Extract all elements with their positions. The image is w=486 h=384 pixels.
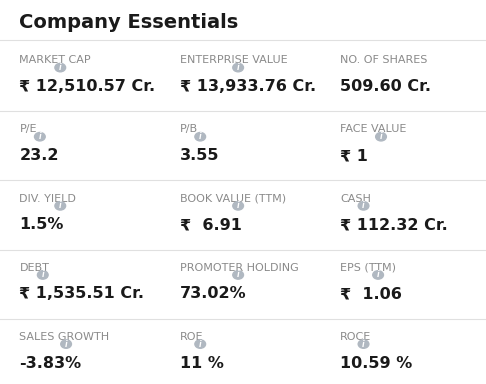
- Text: ₹ 12,510.57 Cr.: ₹ 12,510.57 Cr.: [19, 79, 156, 94]
- Text: ₹  1.06: ₹ 1.06: [340, 286, 402, 301]
- Text: DEBT: DEBT: [19, 263, 49, 273]
- Text: i: i: [199, 339, 202, 349]
- Text: i: i: [237, 270, 240, 280]
- Circle shape: [376, 132, 386, 141]
- Circle shape: [35, 132, 45, 141]
- Circle shape: [55, 202, 66, 210]
- Text: PROMOTER HOLDING: PROMOTER HOLDING: [180, 263, 298, 273]
- Text: EPS (TTM): EPS (TTM): [340, 263, 396, 273]
- Text: 23.2: 23.2: [19, 148, 59, 163]
- Circle shape: [358, 202, 369, 210]
- Text: MARKET CAP: MARKET CAP: [19, 55, 91, 65]
- Text: P/E: P/E: [19, 124, 37, 134]
- Circle shape: [373, 271, 383, 279]
- Text: 10.59 %: 10.59 %: [340, 356, 413, 371]
- Text: ₹  6.91: ₹ 6.91: [180, 217, 242, 232]
- Text: i: i: [237, 63, 240, 72]
- Text: Company Essentials: Company Essentials: [19, 13, 239, 32]
- Text: 3.55: 3.55: [180, 148, 219, 163]
- Text: CASH: CASH: [340, 194, 371, 204]
- Text: ENTERPRISE VALUE: ENTERPRISE VALUE: [180, 55, 287, 65]
- Circle shape: [37, 271, 48, 279]
- Text: i: i: [59, 63, 62, 72]
- Text: DIV. YIELD: DIV. YIELD: [19, 194, 76, 204]
- Text: i: i: [237, 201, 240, 210]
- Circle shape: [233, 202, 243, 210]
- Circle shape: [195, 132, 206, 141]
- Text: ₹ 13,933.76 Cr.: ₹ 13,933.76 Cr.: [180, 79, 316, 94]
- Text: BOOK VALUE (TTM): BOOK VALUE (TTM): [180, 194, 286, 204]
- Circle shape: [233, 63, 243, 72]
- Circle shape: [61, 340, 71, 348]
- Circle shape: [55, 63, 66, 72]
- Text: SALES GROWTH: SALES GROWTH: [19, 332, 109, 342]
- Text: ₹ 1,535.51 Cr.: ₹ 1,535.51 Cr.: [19, 286, 144, 301]
- Text: i: i: [41, 270, 44, 280]
- Text: -3.83%: -3.83%: [19, 356, 82, 371]
- Text: P/B: P/B: [180, 124, 198, 134]
- Text: i: i: [380, 132, 382, 141]
- Text: 1.5%: 1.5%: [19, 217, 64, 232]
- Text: 509.60 Cr.: 509.60 Cr.: [340, 79, 431, 94]
- Text: ROE: ROE: [180, 332, 203, 342]
- Text: 73.02%: 73.02%: [180, 286, 246, 301]
- Text: i: i: [362, 339, 365, 349]
- Text: i: i: [199, 132, 202, 141]
- Text: ₹ 1: ₹ 1: [340, 148, 368, 163]
- Text: i: i: [362, 201, 365, 210]
- Text: ₹ 112.32 Cr.: ₹ 112.32 Cr.: [340, 217, 448, 232]
- Text: i: i: [38, 132, 41, 141]
- Text: NO. OF SHARES: NO. OF SHARES: [340, 55, 428, 65]
- Text: i: i: [377, 270, 380, 280]
- Text: 11 %: 11 %: [180, 356, 224, 371]
- Text: FACE VALUE: FACE VALUE: [340, 124, 407, 134]
- Text: i: i: [59, 201, 62, 210]
- Text: ROCE: ROCE: [340, 332, 371, 342]
- Circle shape: [358, 340, 369, 348]
- Circle shape: [233, 271, 243, 279]
- Text: i: i: [65, 339, 68, 349]
- Circle shape: [195, 340, 206, 348]
